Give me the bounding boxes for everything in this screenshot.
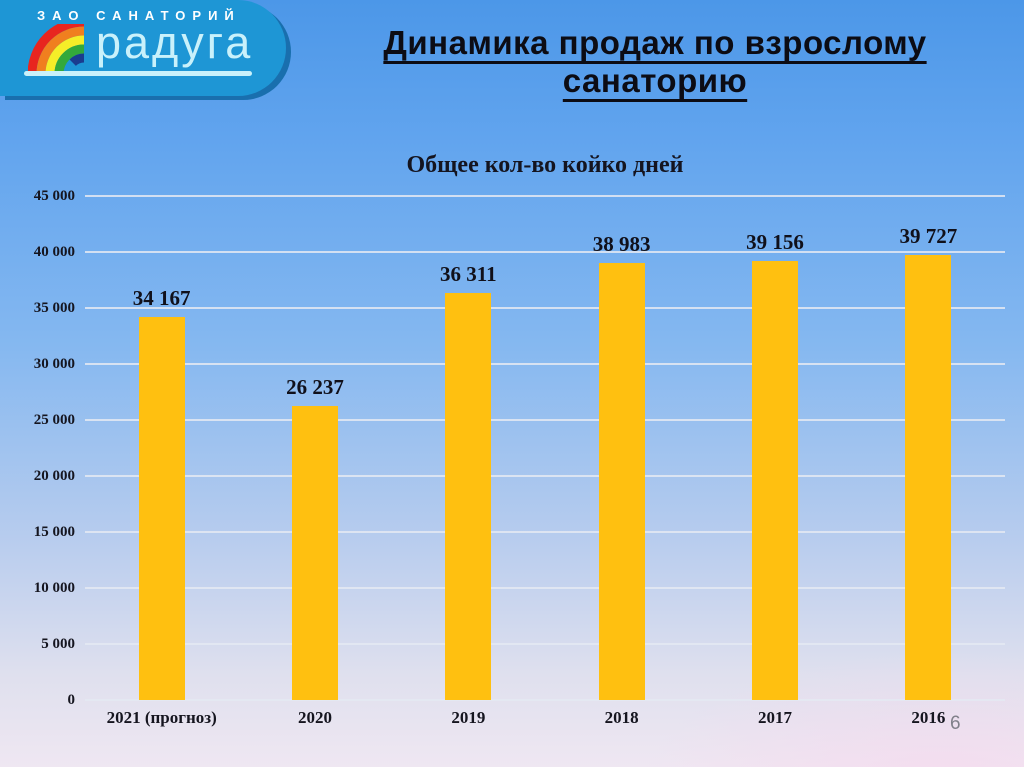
gridline bbox=[85, 587, 1005, 589]
slide-title: Динамика продаж по взрослому санаторию bbox=[383, 24, 927, 99]
y-axis-label: 0 bbox=[67, 692, 76, 708]
bar-2018 bbox=[598, 263, 645, 700]
x-axis-label: 2019 bbox=[451, 708, 486, 727]
y-axis-label: 15 000 bbox=[33, 524, 75, 540]
bar-value-label: 26 237 bbox=[286, 375, 344, 399]
x-axis-label: 2018 bbox=[604, 708, 639, 727]
y-axis-label: 45 000 bbox=[33, 188, 75, 204]
logo-company-text: ЗАО САНАТОРИЙ bbox=[37, 8, 241, 23]
y-axis-label: 35 000 bbox=[33, 300, 75, 316]
gridline bbox=[85, 195, 1005, 197]
y-axis-label: 5 000 bbox=[41, 636, 75, 652]
x-axis-label: 2016 bbox=[911, 708, 946, 727]
bar-value-label: 39 727 bbox=[899, 224, 958, 248]
bar-value-label: 39 156 bbox=[746, 230, 804, 254]
y-axis-label: 25 000 bbox=[33, 412, 75, 428]
page-number: 6 bbox=[950, 713, 961, 734]
y-axis-label: 20 000 bbox=[33, 468, 75, 484]
bar-value-label: 34 167 bbox=[132, 286, 191, 310]
bar-chart-plot-area: 0 5 000 10 000 15 000 20 000 25 000 30 000 35 0… bbox=[34, 188, 1005, 727]
logo-underline-stripe bbox=[24, 71, 252, 76]
bar-2020 bbox=[292, 406, 338, 700]
gridline bbox=[85, 699, 1005, 701]
gridline bbox=[85, 307, 1005, 309]
chart-title: Общее кол-во койко дней bbox=[406, 152, 684, 178]
gridline bbox=[85, 475, 1005, 477]
bar-value-label: 36 311 bbox=[440, 262, 497, 286]
x-axis-label: 2021 (прогноз) bbox=[106, 708, 217, 727]
company-logo: ЗАО САНАТОРИЙ радуга bbox=[0, 0, 286, 96]
x-axis-label: 2017 bbox=[757, 708, 792, 727]
gridline bbox=[85, 251, 1005, 253]
logo-brand-text: радуга bbox=[96, 17, 254, 68]
gridline bbox=[85, 419, 1005, 421]
bar-2019 bbox=[445, 293, 492, 700]
gridline bbox=[85, 363, 1005, 365]
gridline bbox=[85, 531, 1005, 533]
x-axis-label: 2020 bbox=[297, 708, 332, 727]
bar-2017 bbox=[752, 261, 798, 700]
y-axis-label: 10 000 bbox=[33, 580, 75, 596]
bar-value-label: 38 983 bbox=[592, 232, 651, 256]
bar-2021 (прогноз) bbox=[138, 317, 185, 700]
gridline bbox=[85, 643, 1005, 645]
y-axis-label: 40 000 bbox=[33, 244, 75, 260]
bar-2016 bbox=[905, 255, 952, 700]
y-axis-label: 30 000 bbox=[33, 356, 75, 372]
